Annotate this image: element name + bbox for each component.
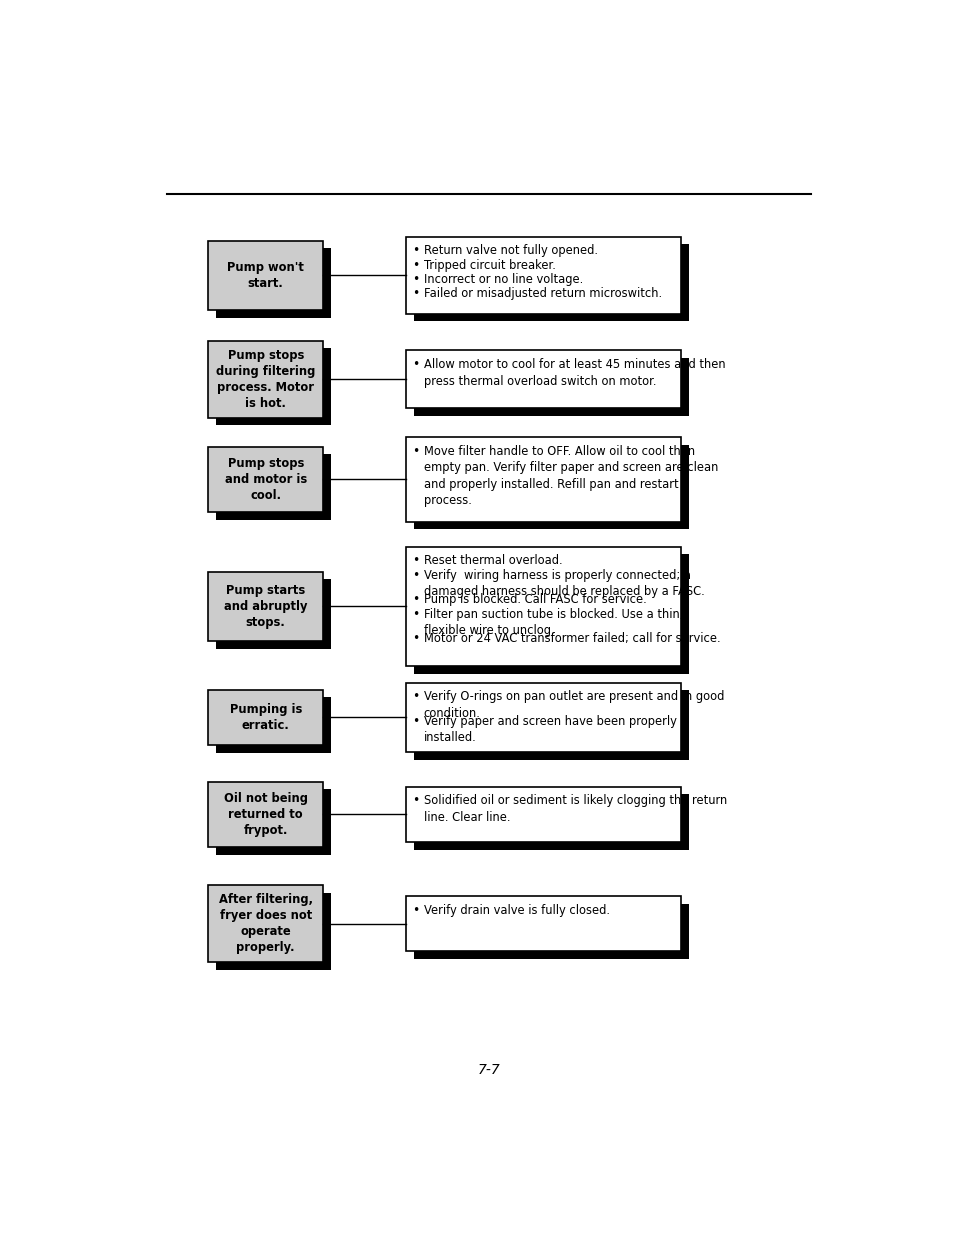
FancyBboxPatch shape <box>406 895 680 951</box>
FancyBboxPatch shape <box>406 437 680 521</box>
Text: •: • <box>412 288 419 300</box>
Text: Reset thermal overload.: Reset thermal overload. <box>423 555 562 567</box>
FancyBboxPatch shape <box>406 237 680 314</box>
Text: Filter pan suction tube is blocked. Use a thin,
flexible wire to unclog.: Filter pan suction tube is blocked. Use … <box>423 608 682 637</box>
Text: Incorrect or no line voltage.: Incorrect or no line voltage. <box>423 273 582 287</box>
Text: •: • <box>412 593 419 606</box>
Text: Verify paper and screen have been properly
installed.: Verify paper and screen have been proper… <box>423 715 676 745</box>
FancyBboxPatch shape <box>406 547 680 666</box>
FancyBboxPatch shape <box>216 348 331 425</box>
FancyBboxPatch shape <box>414 445 688 530</box>
FancyBboxPatch shape <box>208 447 323 513</box>
Text: Pump won't
start.: Pump won't start. <box>227 261 304 290</box>
Text: Pump starts
and abruptly
stops.: Pump starts and abruptly stops. <box>224 584 307 629</box>
Text: Motor or 24 VAC transformer failed; call for service.: Motor or 24 VAC transformer failed; call… <box>423 632 720 645</box>
Text: •: • <box>412 258 419 272</box>
FancyBboxPatch shape <box>216 248 331 317</box>
Text: Pump is blocked. Call FASC for service.: Pump is blocked. Call FASC for service. <box>423 593 646 606</box>
Text: Solidified oil or sediment is likely clogging the return
line. Clear line.: Solidified oil or sediment is likely clo… <box>423 794 726 824</box>
FancyBboxPatch shape <box>216 579 331 648</box>
FancyBboxPatch shape <box>208 689 323 745</box>
Text: •: • <box>412 794 419 808</box>
FancyBboxPatch shape <box>414 245 688 321</box>
Text: Return valve not fully opened.: Return valve not fully opened. <box>423 245 598 257</box>
FancyBboxPatch shape <box>216 893 331 969</box>
Text: •: • <box>412 555 419 567</box>
FancyBboxPatch shape <box>216 789 331 855</box>
FancyBboxPatch shape <box>414 794 688 850</box>
Text: •: • <box>412 608 419 620</box>
Text: Move filter handle to OFF. Allow oil to cool then
empty pan. Verify filter paper: Move filter handle to OFF. Allow oil to … <box>423 445 718 508</box>
FancyBboxPatch shape <box>414 555 688 674</box>
Text: Tripped circuit breaker.: Tripped circuit breaker. <box>423 258 555 272</box>
FancyBboxPatch shape <box>208 885 323 962</box>
Text: •: • <box>412 632 419 645</box>
Text: Allow motor to cool for at least 45 minutes and then
press thermal overload swit: Allow motor to cool for at least 45 minu… <box>423 358 724 388</box>
Text: •: • <box>412 445 419 458</box>
Text: Verify  wiring harness is properly connected; a
damaged harness should be replac: Verify wiring harness is properly connec… <box>423 568 704 598</box>
Text: Verify O-rings on pan outlet are present and in good
condition.: Verify O-rings on pan outlet are present… <box>423 690 723 720</box>
Text: Pump stops
and motor is
cool.: Pump stops and motor is cool. <box>224 457 307 501</box>
FancyBboxPatch shape <box>406 787 680 842</box>
Text: •: • <box>412 245 419 257</box>
FancyBboxPatch shape <box>208 572 323 641</box>
FancyBboxPatch shape <box>414 904 688 960</box>
FancyBboxPatch shape <box>208 341 323 417</box>
Text: 7-7: 7-7 <box>477 1063 499 1077</box>
FancyBboxPatch shape <box>216 454 331 520</box>
FancyBboxPatch shape <box>406 683 680 752</box>
FancyBboxPatch shape <box>414 358 688 416</box>
FancyBboxPatch shape <box>208 241 323 310</box>
Text: •: • <box>412 358 419 370</box>
Text: Oil not being
returned to
frypot.: Oil not being returned to frypot. <box>224 792 308 837</box>
Text: Pumping is
erratic.: Pumping is erratic. <box>230 703 301 731</box>
Text: Pump stops
during filtering
process. Motor
is hot.: Pump stops during filtering process. Mot… <box>215 348 315 410</box>
Text: Verify drain valve is fully closed.: Verify drain valve is fully closed. <box>423 904 609 916</box>
Text: •: • <box>412 715 419 727</box>
FancyBboxPatch shape <box>208 782 323 847</box>
FancyBboxPatch shape <box>216 698 331 752</box>
Text: •: • <box>412 273 419 287</box>
Text: Failed or misadjusted return microswitch.: Failed or misadjusted return microswitch… <box>423 288 661 300</box>
FancyBboxPatch shape <box>414 690 688 760</box>
Text: •: • <box>412 568 419 582</box>
Text: After filtering,
fryer does not
operate
properly.: After filtering, fryer does not operate … <box>218 893 313 955</box>
Text: •: • <box>412 904 419 916</box>
Text: •: • <box>412 690 419 703</box>
FancyBboxPatch shape <box>406 351 680 408</box>
